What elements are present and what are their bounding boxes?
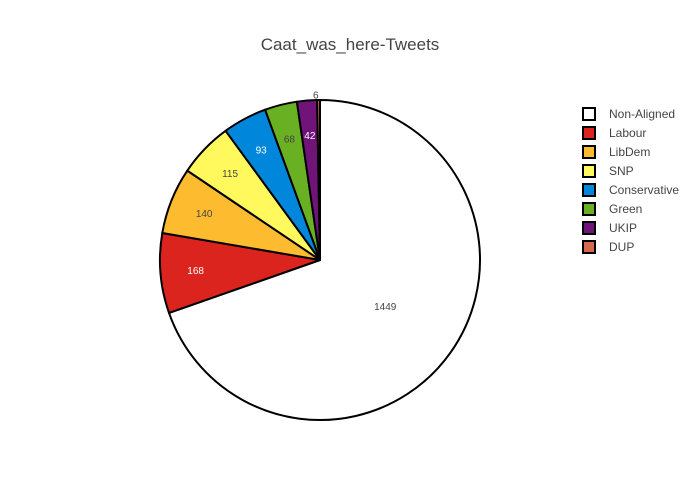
legend-label: DUP xyxy=(609,240,634,254)
legend-swatch xyxy=(582,145,596,159)
chart-title: Caat_was_here-Tweets xyxy=(261,35,440,54)
legend-swatch xyxy=(582,221,596,235)
slice-value-label: 1449 xyxy=(374,302,397,313)
pie-slice-non-aligned[interactable] xyxy=(168,99,481,421)
legend-swatch xyxy=(582,164,596,178)
legend-item-non-aligned[interactable]: Non-Aligned xyxy=(582,107,675,121)
legend-label: SNP xyxy=(609,164,634,178)
pie-slices: 1449 168 140 115 93 68 42 6 xyxy=(159,91,481,421)
legend-label: Non-Aligned xyxy=(609,107,675,121)
legend[interactable]: Non-Aligned Labour LibDem SNP Conservative Gr… xyxy=(582,107,679,254)
legend-item-labour[interactable]: Labour xyxy=(582,126,646,140)
slice-value-label: 68 xyxy=(284,135,296,146)
legend-item-green[interactable]: Green xyxy=(582,202,642,216)
slice-value-label: 42 xyxy=(304,131,316,142)
slice-value-label: 140 xyxy=(196,209,213,220)
legend-swatch xyxy=(582,107,596,121)
legend-item-dup[interactable]: DUP xyxy=(582,240,634,254)
slice-value-label: 93 xyxy=(256,145,268,156)
legend-label: Labour xyxy=(609,126,646,140)
legend-label: LibDem xyxy=(609,145,650,159)
slice-value-label: 115 xyxy=(222,169,238,180)
legend-swatch xyxy=(582,240,596,254)
legend-swatch xyxy=(582,183,596,197)
legend-item-ukip[interactable]: UKIP xyxy=(582,221,637,235)
legend-item-libdem[interactable]: LibDem xyxy=(582,145,650,159)
legend-label: UKIP xyxy=(609,221,637,235)
legend-item-snp[interactable]: SNP xyxy=(582,164,634,178)
legend-label: Conservative xyxy=(609,183,679,197)
slice-value-label: 168 xyxy=(187,266,204,277)
legend-item-conservative[interactable]: Conservative xyxy=(582,183,679,197)
legend-swatch xyxy=(582,126,596,140)
legend-label: Green xyxy=(609,202,642,216)
pie-slice-dup[interactable] xyxy=(316,99,321,261)
legend-swatch xyxy=(582,202,596,216)
slice-value-label: 6 xyxy=(313,91,319,102)
